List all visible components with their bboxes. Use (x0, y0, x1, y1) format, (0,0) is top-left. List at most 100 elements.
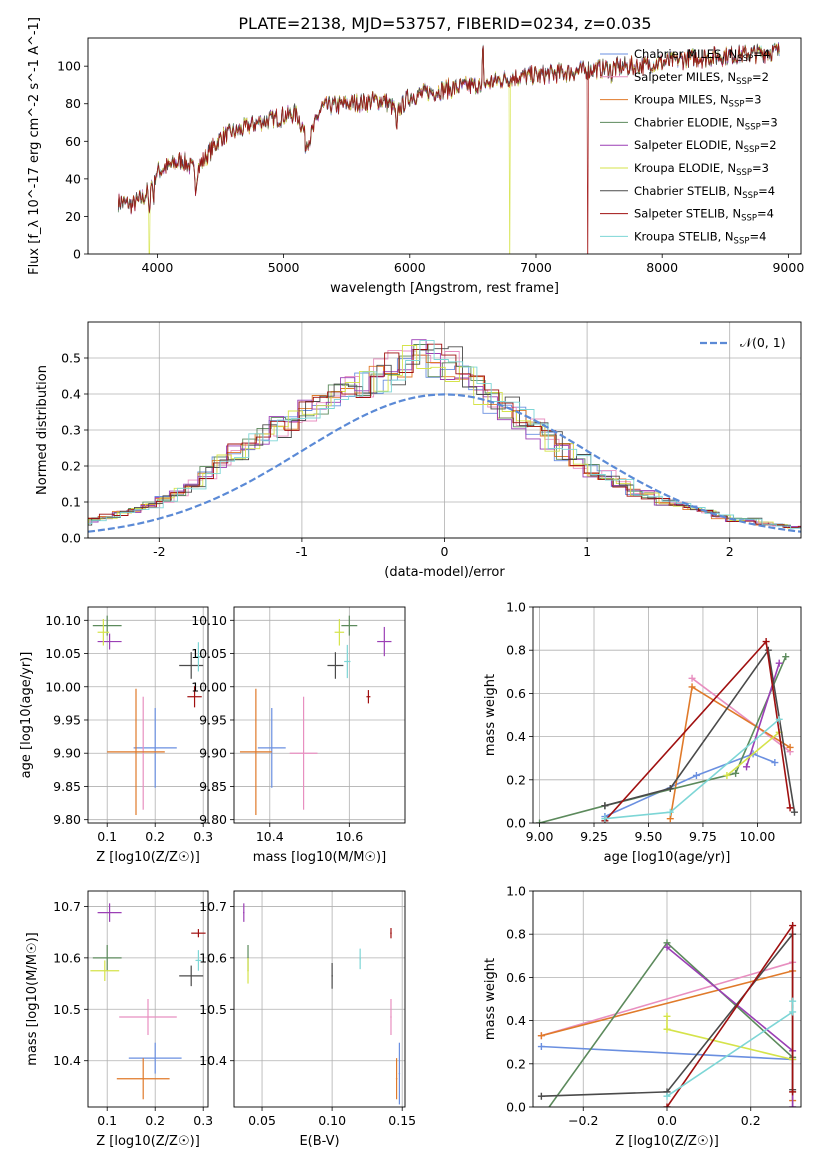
data-point-kroupa-elodie (247, 957, 249, 984)
y-tick-label: 10.7 (53, 899, 81, 914)
point-marker (663, 1103, 671, 1107)
data-point-kroupa-stelib (196, 642, 201, 672)
y-tick-label: 10.5 (199, 1002, 227, 1017)
x-tick-label: 10.6 (335, 829, 363, 844)
series-kroupa-miles (666, 683, 794, 823)
point-marker (666, 808, 674, 816)
x-axis-label: Z [log10(Z/Z☉)] (615, 1134, 719, 1149)
y-axis-label: age [log10(age/yr)] (19, 652, 34, 779)
data-point-kroupa-miles (239, 688, 272, 816)
data-point-kroupa-stelib (195, 950, 202, 971)
histogram-kroupa-miles (88, 354, 801, 528)
point-marker (663, 943, 671, 951)
x-axis-label: Z [log10(Z/Z☉)] (96, 850, 200, 865)
plot-area (92, 615, 204, 816)
y-axis-label: mass weight (483, 958, 498, 1040)
histogram-chabrier-stelib (88, 346, 801, 529)
series-line (539, 656, 787, 823)
data-point-salpeter-miles (289, 696, 318, 810)
x-tick-label: 0.05 (248, 1113, 276, 1128)
axes-frame (233, 606, 406, 824)
histogram-chabrier-elodie (88, 344, 801, 528)
series-line (541, 1045, 793, 1061)
y-tick-label: 0.0 (506, 1100, 526, 1115)
axes-frame (87, 890, 209, 1108)
legend-label: Kroupa MILES, NSSP=3 (634, 93, 761, 110)
point-marker (537, 1092, 545, 1100)
plot-area (117, 41, 780, 254)
x-tick-label: 0.10 (318, 1113, 346, 1128)
legend-label: Kroupa STELIB, NSSP=4 (634, 229, 766, 246)
x-tick-label: 5000 (268, 260, 300, 275)
x-tick-label: 0.1 (97, 829, 117, 844)
plot-area (239, 615, 392, 816)
point-marker (663, 1092, 671, 1100)
y-tick-label: 20 (65, 209, 81, 224)
data-point-kroupa-elodie (97, 618, 110, 646)
point-marker (688, 683, 696, 691)
histogram-kroupa-elodie (88, 345, 801, 529)
x-axis-label: wavelength [Angstrom, rest frame] (330, 281, 559, 296)
y-tick-label: 10.4 (199, 1053, 227, 1068)
point-marker (775, 659, 783, 667)
panel-residuals: -2 -1 0 1 2 0.0 0.1 0.2 0.3 0.4 0.5 (data-model)/er… (35, 321, 802, 580)
legend-label: Kroupa ELODIE, NSSP=3 (634, 161, 769, 178)
x-tick-label: 0.2 (145, 829, 165, 844)
series-line (745, 662, 780, 768)
data-point-salpeter-elodie (377, 626, 392, 657)
panel-mass_vs_Z: 0.1 0.2 0.3 10.4 10.5 10.6 10.7 Z [log10(Z/Z☉)]… (25, 890, 213, 1149)
y-tick-label: 10.7 (199, 899, 227, 914)
y-tick-label: 0.3 (61, 423, 81, 438)
series-salpeter-miles (688, 674, 794, 756)
data-point-chabrier-miles (133, 708, 177, 788)
x-tick-label: 2 (726, 544, 734, 559)
y-tick-label: 0.6 (506, 970, 526, 985)
point-marker (786, 804, 794, 812)
y-tick-label: 10.05 (191, 646, 227, 661)
axes-frame (87, 321, 802, 539)
data-point-kroupa-miles (395, 1058, 398, 1100)
data-point-salpeter-elodie (97, 633, 122, 650)
axes-frame (233, 890, 406, 1108)
x-tick-label: 4000 (142, 260, 174, 275)
point-marker (538, 1114, 545, 1121)
data-point-chabrier-stelib (327, 652, 344, 679)
x-tick-label: 6000 (394, 260, 426, 275)
point-marker (743, 763, 751, 771)
x-tick-label: 0 (441, 544, 449, 559)
legend: Chabrier MILES, NSSP=4 Salpeter MILES, NS… (600, 47, 778, 246)
point-marker (601, 815, 609, 823)
legend-label: 𝒩(0, 1) (740, 335, 786, 350)
panel-age_vs_mass: 10.4 10.6 9.80 9.85 9.90 9.95 10.00 10.05 10.10 m… (191, 606, 406, 865)
data-point-chabrier-elodie (341, 615, 358, 636)
x-axis-label: age [log10(age/yr)] (604, 850, 731, 865)
data-point-chabrier-miles (398, 1042, 401, 1105)
point-marker (790, 808, 798, 816)
x-tick-label: -1 (296, 544, 308, 559)
y-tick-label: 9.90 (53, 746, 81, 761)
plot-area (90, 903, 206, 1100)
figure-title: PLATE=2138, MJD=53757, FIBERID=0234, z=0… (238, 14, 651, 33)
y-tick-label: 100 (57, 59, 81, 74)
plot-layer: 4000 5000 6000 7000 8000 9000020406080100wave… (19, 17, 804, 1149)
data-point-chabrier-miles (128, 1042, 182, 1074)
point-marker (537, 1043, 545, 1051)
point-marker (789, 997, 797, 1005)
x-axis-label: (data-model)/error (384, 565, 505, 580)
data-point-salpeter-stelib (390, 928, 392, 939)
data-point-salpeter-miles (390, 999, 392, 1035)
x-tick-label: 0.0 (657, 1113, 677, 1128)
series-line (666, 923, 794, 1107)
x-tick-label: 0.2 (145, 1113, 165, 1128)
y-axis-label: mass weight (483, 674, 498, 756)
series-line (726, 731, 780, 777)
point-marker (789, 1088, 797, 1096)
y-tick-label: 9.80 (53, 812, 81, 827)
panel-spectrum: 4000 5000 6000 7000 8000 9000 0 20 40 60 80 100 wave… (27, 17, 804, 296)
data-point-kroupa-elodie (334, 618, 345, 646)
data-point-kroupa-miles (116, 1058, 170, 1100)
x-tick-label: 0.1 (97, 1113, 117, 1128)
panel-mass_vs_ebv: 0.05 0.10 0.15 10.4 10.5 10.6 10.7 E(B-V) (199, 890, 416, 1149)
point-marker (537, 1032, 545, 1040)
y-tick-label: 10.6 (199, 950, 227, 965)
